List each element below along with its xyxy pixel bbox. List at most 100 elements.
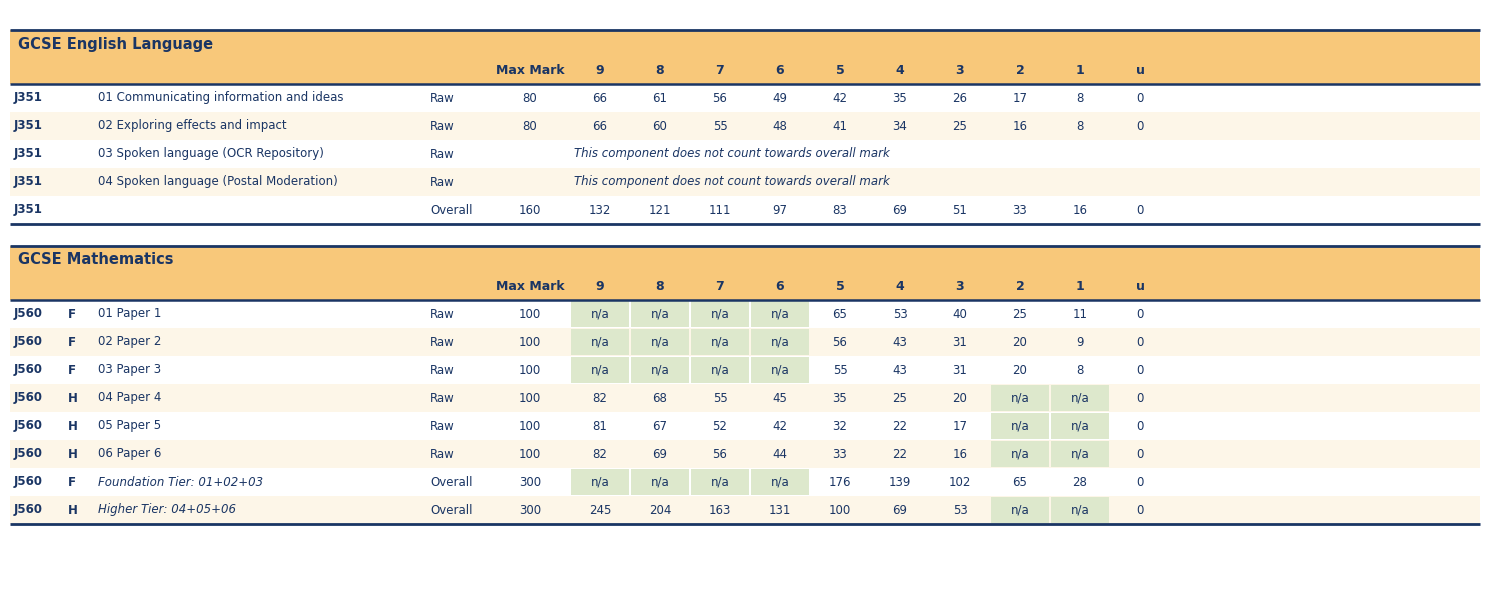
Text: 163: 163 xyxy=(708,504,731,517)
Text: 83: 83 xyxy=(832,204,847,216)
Text: 31: 31 xyxy=(953,336,968,349)
Text: 100: 100 xyxy=(518,308,541,321)
Text: 52: 52 xyxy=(713,419,728,432)
Bar xyxy=(10,30,1481,58)
Text: J351: J351 xyxy=(13,175,43,188)
Text: 80: 80 xyxy=(523,91,538,105)
Text: 48: 48 xyxy=(772,119,787,132)
Text: 0: 0 xyxy=(1137,447,1144,460)
Text: n/a: n/a xyxy=(590,308,610,321)
Text: n/a: n/a xyxy=(650,364,669,377)
Text: 02 Paper 2: 02 Paper 2 xyxy=(99,336,161,349)
Text: n/a: n/a xyxy=(771,476,789,488)
Text: J560: J560 xyxy=(13,391,43,405)
Text: J560: J560 xyxy=(13,447,43,460)
Bar xyxy=(10,356,1481,384)
Text: n/a: n/a xyxy=(711,364,729,377)
Bar xyxy=(571,301,629,327)
Text: 68: 68 xyxy=(653,391,668,405)
Text: 61: 61 xyxy=(653,91,668,105)
Text: 2: 2 xyxy=(1016,280,1025,293)
Text: 51: 51 xyxy=(953,204,968,216)
Text: 100: 100 xyxy=(518,447,541,460)
Bar xyxy=(751,357,808,383)
Text: n/a: n/a xyxy=(1071,504,1089,517)
Text: 82: 82 xyxy=(593,391,608,405)
Text: 69: 69 xyxy=(892,504,907,517)
Text: 40: 40 xyxy=(953,308,968,321)
Text: 3: 3 xyxy=(956,280,964,293)
Bar xyxy=(10,196,1481,224)
Text: 102: 102 xyxy=(949,476,971,488)
Text: 49: 49 xyxy=(772,91,787,105)
Text: 16: 16 xyxy=(1013,119,1028,132)
Text: 20: 20 xyxy=(1013,364,1028,377)
Text: Raw: Raw xyxy=(430,308,454,321)
Text: 1: 1 xyxy=(1076,65,1085,77)
Bar xyxy=(1050,385,1109,411)
Text: 160: 160 xyxy=(518,204,541,216)
Text: 0: 0 xyxy=(1137,504,1144,517)
Text: n/a: n/a xyxy=(590,364,610,377)
Bar xyxy=(10,384,1481,412)
Text: n/a: n/a xyxy=(711,476,729,488)
Text: 97: 97 xyxy=(772,204,787,216)
Bar xyxy=(10,440,1481,468)
Text: 80: 80 xyxy=(523,119,538,132)
Text: Overall: Overall xyxy=(430,504,472,517)
Bar xyxy=(10,140,1481,168)
Bar xyxy=(751,469,808,495)
Text: 139: 139 xyxy=(889,476,911,488)
Text: n/a: n/a xyxy=(650,336,669,349)
Text: 111: 111 xyxy=(708,204,731,216)
Text: 8: 8 xyxy=(1076,119,1083,132)
Text: Overall: Overall xyxy=(430,204,472,216)
Bar xyxy=(1050,413,1109,439)
Text: 53: 53 xyxy=(892,308,907,321)
Text: 67: 67 xyxy=(653,419,668,432)
Text: H: H xyxy=(69,447,78,460)
Text: H: H xyxy=(69,419,78,432)
Text: 16: 16 xyxy=(953,447,968,460)
Text: J560: J560 xyxy=(13,364,43,377)
Bar xyxy=(692,357,748,383)
Text: J560: J560 xyxy=(13,419,43,432)
Text: Raw: Raw xyxy=(430,91,454,105)
Text: 03 Spoken language (OCR Repository): 03 Spoken language (OCR Repository) xyxy=(99,147,324,160)
Text: 7: 7 xyxy=(716,65,725,77)
Text: 100: 100 xyxy=(518,364,541,377)
Text: 25: 25 xyxy=(953,119,968,132)
Text: 204: 204 xyxy=(648,504,671,517)
Text: 05 Paper 5: 05 Paper 5 xyxy=(99,419,161,432)
Bar xyxy=(991,385,1049,411)
Text: 56: 56 xyxy=(832,336,847,349)
Bar xyxy=(751,301,808,327)
Text: Raw: Raw xyxy=(430,175,454,188)
Text: Max Mark: Max Mark xyxy=(496,280,565,293)
Bar xyxy=(10,300,1481,328)
Text: GCSE Mathematics: GCSE Mathematics xyxy=(18,252,173,267)
Bar xyxy=(10,58,1481,84)
Text: 17: 17 xyxy=(953,419,968,432)
Text: 245: 245 xyxy=(589,504,611,517)
Bar xyxy=(10,328,1481,356)
Text: 60: 60 xyxy=(653,119,668,132)
Text: 9: 9 xyxy=(596,280,604,293)
Text: 01 Paper 1: 01 Paper 1 xyxy=(99,308,161,321)
Text: 2: 2 xyxy=(1016,65,1025,77)
Text: n/a: n/a xyxy=(711,308,729,321)
Text: 69: 69 xyxy=(653,447,668,460)
Text: 7: 7 xyxy=(716,280,725,293)
Text: 0: 0 xyxy=(1137,119,1144,132)
Text: 20: 20 xyxy=(953,391,968,405)
Text: n/a: n/a xyxy=(1010,419,1029,432)
Bar xyxy=(630,469,689,495)
Text: F: F xyxy=(69,336,76,349)
Text: 3: 3 xyxy=(956,65,964,77)
Text: 35: 35 xyxy=(832,391,847,405)
Text: 32: 32 xyxy=(832,419,847,432)
Bar xyxy=(10,84,1481,112)
Text: 34: 34 xyxy=(892,119,907,132)
Text: Raw: Raw xyxy=(430,447,454,460)
Text: 9: 9 xyxy=(1076,336,1083,349)
